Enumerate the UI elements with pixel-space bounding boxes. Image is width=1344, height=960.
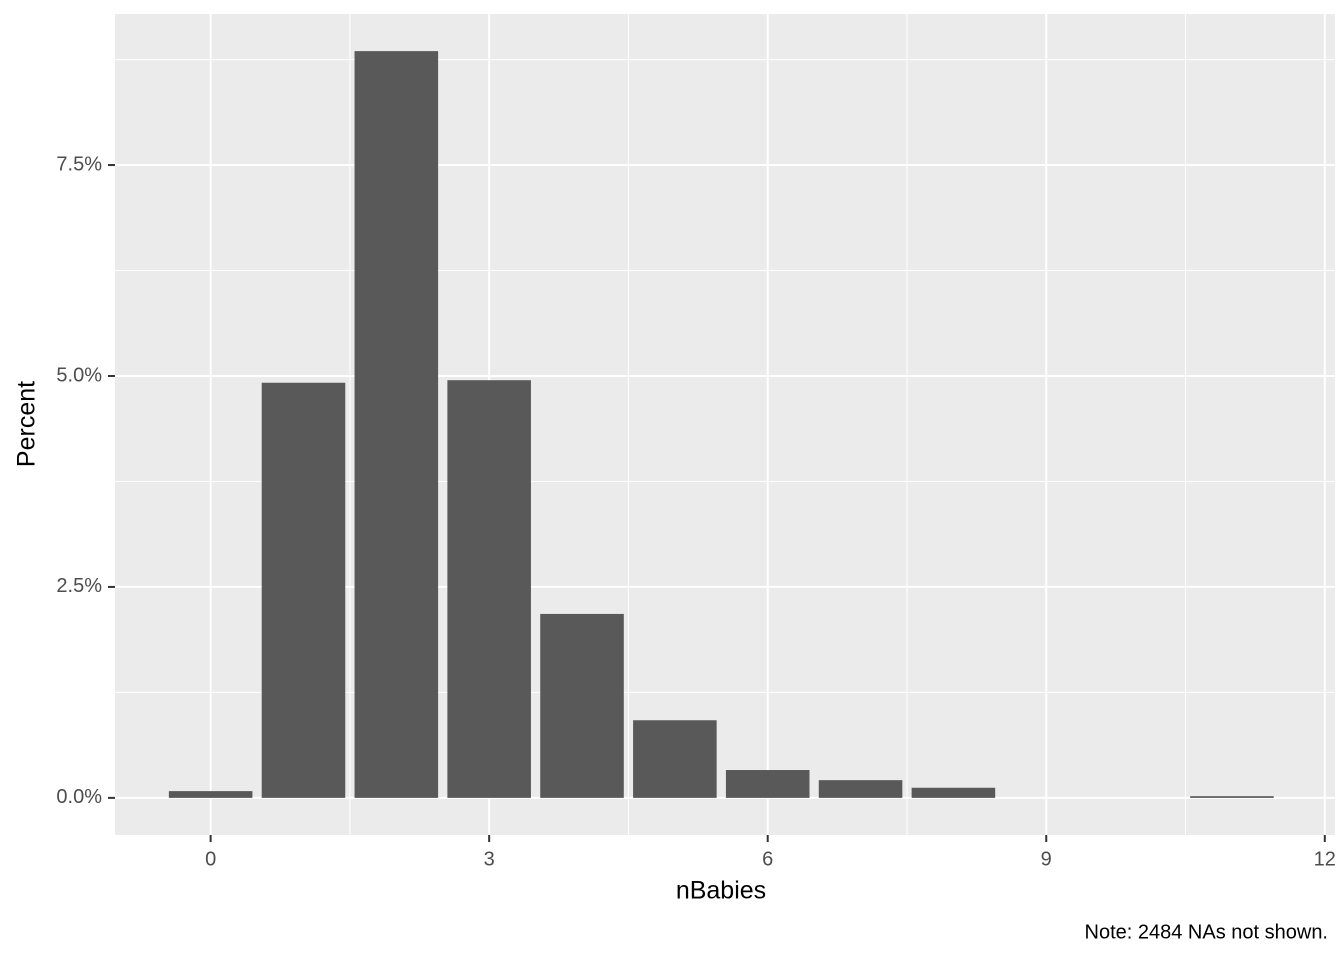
y-tick-label: 7.5% bbox=[56, 153, 102, 175]
x-tick-label: 6 bbox=[762, 848, 773, 870]
bar bbox=[168, 791, 253, 798]
y-axis-title: Percent bbox=[13, 381, 41, 467]
x-tick-label: 3 bbox=[484, 848, 495, 870]
bar bbox=[447, 380, 531, 798]
caption: Note: 2484 NAs not shown. bbox=[1085, 921, 1328, 943]
y-tick-label: 5.0% bbox=[56, 364, 102, 386]
bar bbox=[261, 382, 346, 798]
bar bbox=[911, 787, 996, 798]
bar bbox=[818, 780, 903, 798]
bar bbox=[725, 770, 810, 798]
y-tick-label: 0.0% bbox=[56, 786, 102, 808]
bar bbox=[354, 51, 439, 798]
x-tick-label: 12 bbox=[1314, 848, 1336, 870]
x-axis-title: nBabies bbox=[676, 877, 766, 905]
bar bbox=[1190, 796, 1274, 798]
y-tick-label: 2.5% bbox=[56, 575, 102, 597]
bar bbox=[540, 613, 624, 798]
x-tick-label: 0 bbox=[205, 848, 216, 870]
x-tick-label: 9 bbox=[1041, 848, 1052, 870]
bar bbox=[633, 720, 717, 798]
